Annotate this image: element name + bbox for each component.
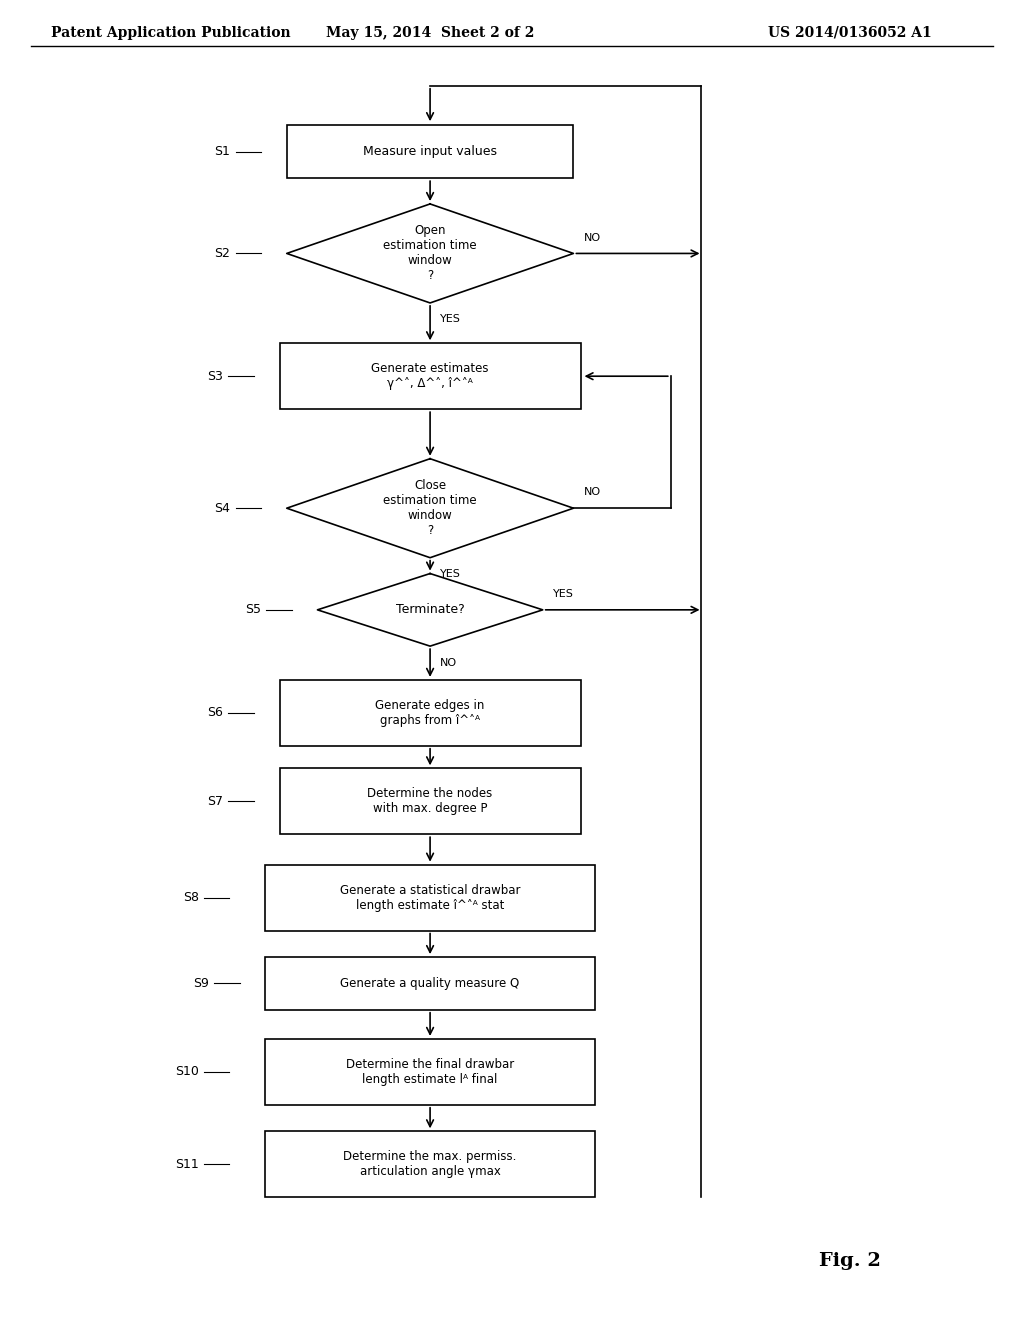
Text: S2: S2 [214, 247, 230, 260]
FancyBboxPatch shape [265, 1039, 595, 1105]
FancyBboxPatch shape [265, 865, 595, 931]
Text: Generate edges in
graphs from î^˄ᴬ: Generate edges in graphs from î^˄ᴬ [376, 698, 484, 727]
Polygon shape [287, 459, 573, 557]
Text: US 2014/0136052 A1: US 2014/0136052 A1 [768, 26, 932, 40]
FancyBboxPatch shape [265, 957, 595, 1010]
Text: S8: S8 [182, 891, 199, 904]
Text: NO: NO [584, 232, 601, 243]
Text: Fig. 2: Fig. 2 [819, 1251, 881, 1270]
Text: S5: S5 [245, 603, 261, 616]
Text: NO: NO [584, 487, 601, 498]
Text: S7: S7 [207, 795, 223, 808]
Text: NO: NO [440, 657, 458, 668]
Text: Determine the final drawbar
length estimate lᴬ final: Determine the final drawbar length estim… [346, 1057, 514, 1086]
Text: S3: S3 [207, 370, 223, 383]
Text: Generate estimates
γ^˄, Δ^˄, î^˄ᴬ: Generate estimates γ^˄, Δ^˄, î^˄ᴬ [372, 362, 488, 391]
Text: S4: S4 [214, 502, 230, 515]
Text: YES: YES [440, 314, 461, 323]
Text: Determine the max. permiss.
articulation angle γmax: Determine the max. permiss. articulation… [343, 1150, 517, 1179]
Polygon shape [317, 573, 543, 645]
FancyBboxPatch shape [287, 125, 573, 178]
Text: Measure input values: Measure input values [364, 145, 497, 158]
Text: S6: S6 [207, 706, 223, 719]
Text: Open
estimation time
window
?: Open estimation time window ? [383, 224, 477, 282]
Polygon shape [287, 205, 573, 302]
Text: YES: YES [440, 569, 461, 578]
Text: S1: S1 [214, 145, 230, 158]
FancyBboxPatch shape [280, 343, 581, 409]
Text: YES: YES [553, 589, 573, 599]
Text: Close
estimation time
window
?: Close estimation time window ? [383, 479, 477, 537]
Text: S10: S10 [175, 1065, 199, 1078]
FancyBboxPatch shape [265, 1131, 595, 1197]
Text: S11: S11 [175, 1158, 199, 1171]
Text: Generate a statistical drawbar
length estimate î^˄ᴬ stat: Generate a statistical drawbar length es… [340, 883, 520, 912]
Text: May 15, 2014  Sheet 2 of 2: May 15, 2014 Sheet 2 of 2 [326, 26, 535, 40]
FancyBboxPatch shape [280, 768, 581, 834]
Text: Patent Application Publication: Patent Application Publication [51, 26, 291, 40]
Text: Terminate?: Terminate? [395, 603, 465, 616]
Text: Generate a quality measure Q: Generate a quality measure Q [340, 977, 520, 990]
Text: S9: S9 [193, 977, 209, 990]
Text: Determine the nodes
with max. degree P: Determine the nodes with max. degree P [368, 787, 493, 816]
FancyBboxPatch shape [280, 680, 581, 746]
